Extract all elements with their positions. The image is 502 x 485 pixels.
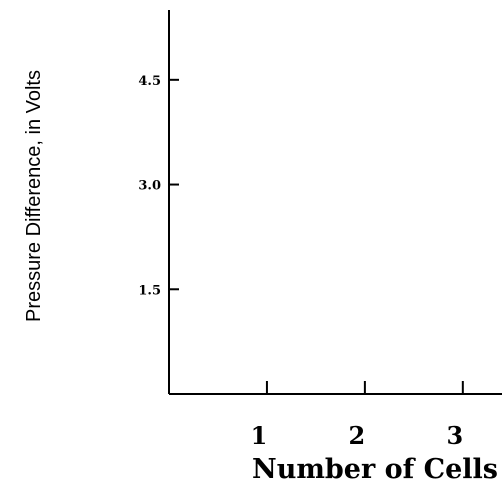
x-axis-label: Number of Cells: [252, 454, 498, 485]
x-tick-label: 3: [446, 421, 463, 450]
y-tick-label: 3.0: [138, 179, 161, 194]
y-axis-label: Pressure Difference, in Volts: [23, 70, 45, 322]
x-ticks: 1 2 3: [251, 381, 464, 450]
y-tick-label: 1.5: [138, 283, 161, 298]
x-tick-label: 1: [251, 421, 268, 450]
y-ticks: 1.5 3.0 4.5: [138, 74, 179, 298]
x-tick-label: 2: [349, 421, 366, 450]
y-tick-label: 4.5: [138, 74, 161, 89]
